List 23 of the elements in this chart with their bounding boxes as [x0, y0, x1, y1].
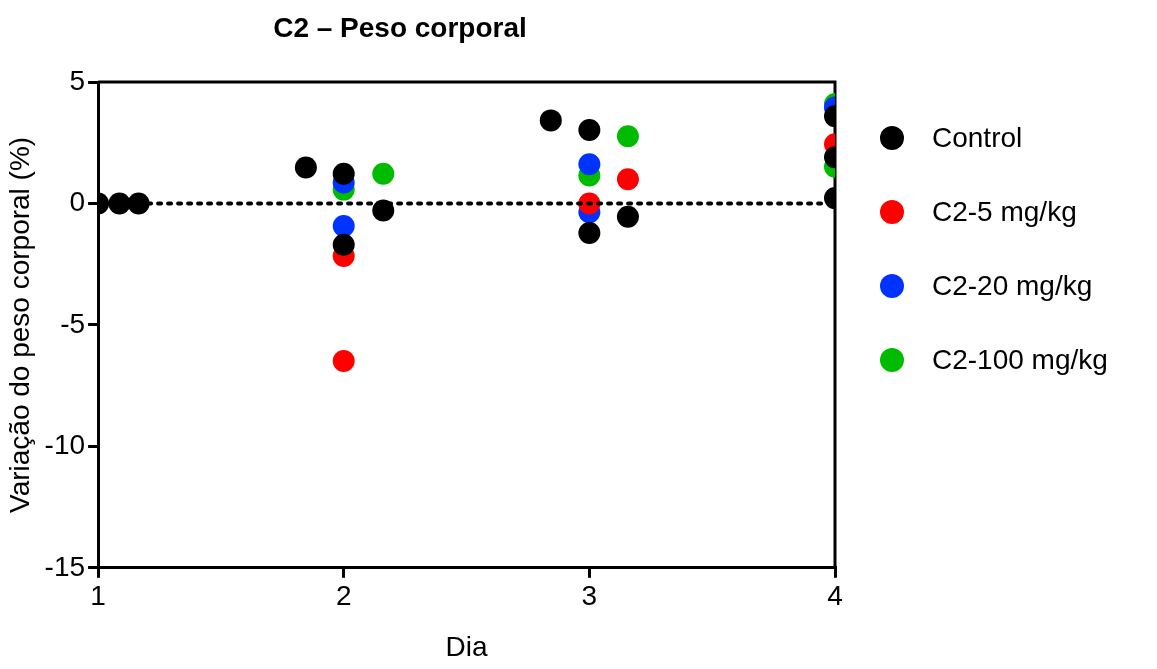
x-tick-label: 4: [827, 580, 843, 612]
legend-label: Control: [932, 122, 1023, 154]
point: [539, 109, 562, 132]
legend-label: C2-5 mg/kg: [932, 196, 1077, 228]
point: [372, 162, 395, 185]
x-tick-label: 2: [335, 580, 352, 612]
legend-label: C2-100 mg/kg: [932, 344, 1108, 376]
legend-label: C2-20 mg/kg: [932, 270, 1093, 302]
point: [332, 215, 355, 238]
point: [332, 233, 355, 256]
y-axis-title: Variação do peso corporal (%): [3, 136, 35, 513]
y-tick-label: -5: [60, 307, 86, 339]
y-tick-label: 5: [69, 64, 86, 96]
point: [332, 162, 355, 185]
chart-title: C2 – Peso corporal: [272, 12, 528, 44]
x-axis-title: Dia: [445, 630, 488, 662]
y-tick-label: -15: [44, 550, 86, 582]
point: [332, 350, 355, 373]
point: [294, 156, 317, 179]
y-tick-label: 0: [69, 186, 86, 218]
y-tick-label: -10: [44, 429, 86, 461]
x-tick-label: 1: [90, 580, 106, 612]
x-tick-label: 3: [581, 580, 598, 612]
